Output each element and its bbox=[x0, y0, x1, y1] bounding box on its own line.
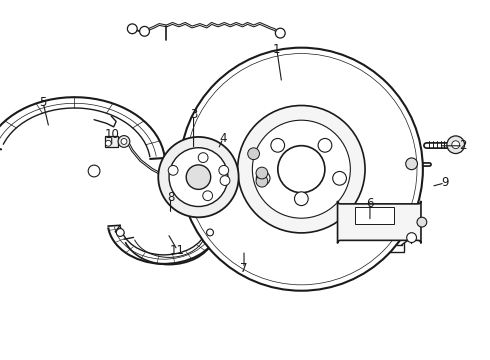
Circle shape bbox=[118, 136, 130, 147]
Circle shape bbox=[333, 171, 346, 185]
Circle shape bbox=[116, 229, 124, 237]
Text: 7: 7 bbox=[240, 262, 248, 275]
Circle shape bbox=[121, 139, 127, 144]
Text: 6: 6 bbox=[366, 197, 374, 210]
Circle shape bbox=[140, 26, 149, 36]
Circle shape bbox=[256, 171, 270, 185]
Text: 4: 4 bbox=[219, 132, 227, 145]
Bar bbox=[105, 136, 118, 147]
Circle shape bbox=[169, 148, 228, 207]
Circle shape bbox=[406, 158, 417, 170]
Circle shape bbox=[294, 192, 308, 206]
Circle shape bbox=[252, 120, 350, 218]
Circle shape bbox=[168, 166, 178, 175]
Circle shape bbox=[158, 137, 239, 217]
Circle shape bbox=[198, 153, 208, 162]
FancyBboxPatch shape bbox=[338, 201, 421, 243]
Circle shape bbox=[203, 191, 213, 201]
Bar bbox=[355, 207, 394, 224]
Circle shape bbox=[275, 28, 285, 38]
Text: 8: 8 bbox=[167, 191, 174, 204]
Circle shape bbox=[248, 148, 260, 159]
Circle shape bbox=[88, 165, 100, 177]
Text: 11: 11 bbox=[170, 244, 185, 257]
Text: 1: 1 bbox=[273, 43, 281, 56]
Circle shape bbox=[220, 176, 230, 185]
Circle shape bbox=[207, 229, 214, 236]
Circle shape bbox=[127, 24, 137, 34]
Text: 3: 3 bbox=[190, 108, 197, 121]
Text: 10: 10 bbox=[104, 129, 119, 141]
Circle shape bbox=[452, 141, 460, 149]
Circle shape bbox=[105, 140, 111, 146]
Circle shape bbox=[417, 217, 427, 227]
Text: 9: 9 bbox=[441, 176, 449, 189]
Circle shape bbox=[271, 139, 285, 152]
Circle shape bbox=[180, 48, 423, 291]
Circle shape bbox=[278, 146, 325, 193]
Circle shape bbox=[238, 105, 365, 233]
Circle shape bbox=[256, 175, 268, 187]
Text: 2: 2 bbox=[459, 139, 467, 152]
Circle shape bbox=[219, 166, 229, 175]
Circle shape bbox=[186, 165, 211, 189]
Text: 5: 5 bbox=[39, 96, 47, 109]
Circle shape bbox=[407, 233, 416, 243]
Circle shape bbox=[256, 167, 268, 179]
Circle shape bbox=[447, 136, 465, 153]
Circle shape bbox=[318, 139, 332, 152]
